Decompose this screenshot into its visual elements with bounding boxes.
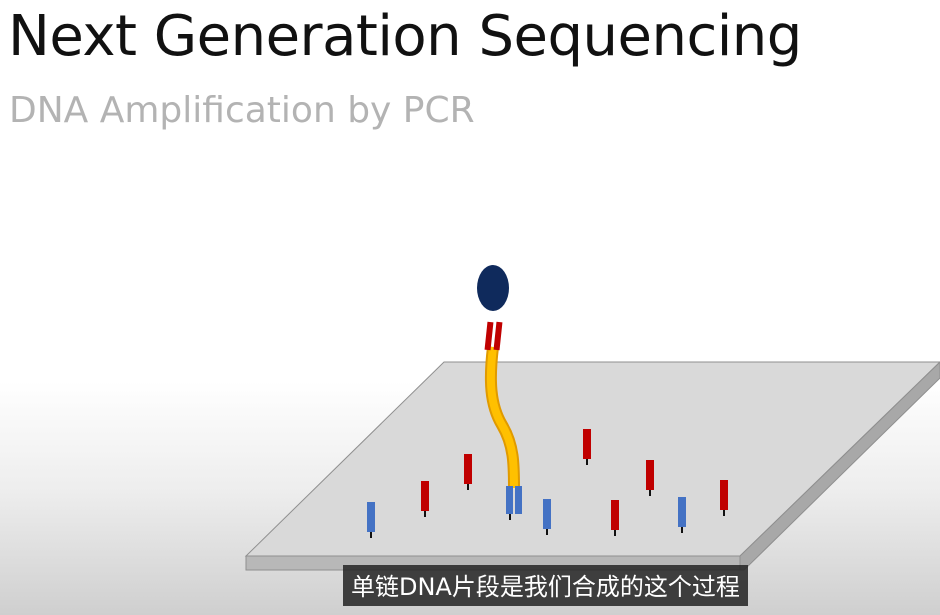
bead bbox=[477, 265, 509, 311]
anchor-blue-right bbox=[515, 486, 522, 514]
adapter-red-right bbox=[494, 322, 503, 350]
adapter-red-left bbox=[485, 322, 494, 350]
flow-cell-plate bbox=[246, 362, 940, 556]
anchor-blue-left bbox=[506, 486, 513, 514]
caption-subtitle: 单链DNA片段是我们合成的这个过程 bbox=[343, 565, 748, 606]
